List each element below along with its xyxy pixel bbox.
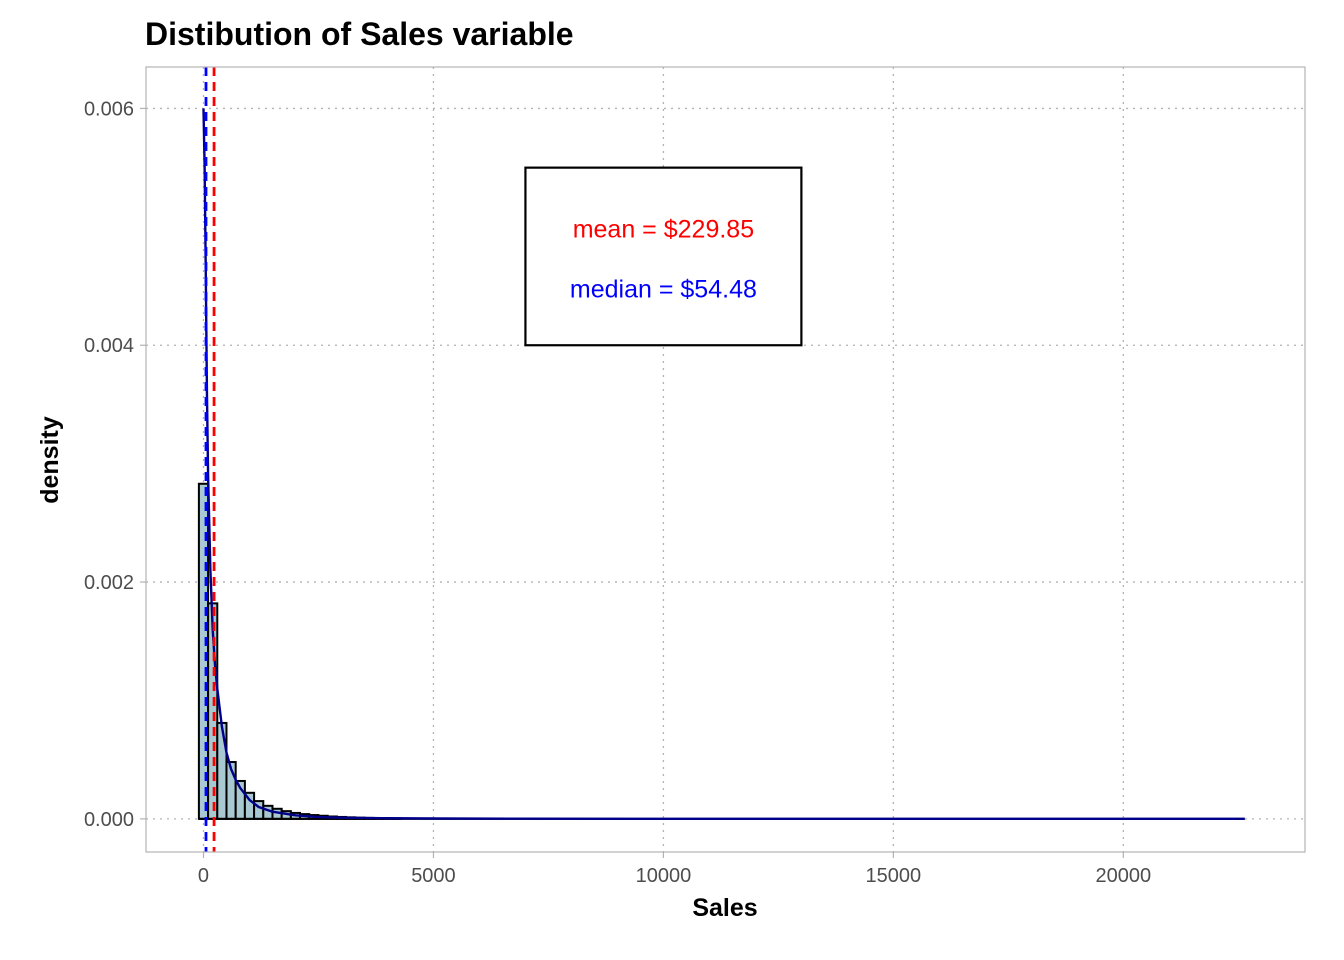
y-axis-title: density — [36, 416, 64, 504]
x-tick-label: 20000 — [1096, 865, 1152, 887]
histogram-bar — [216, 721, 228, 820]
x-axis-title: Sales — [692, 894, 757, 922]
chart-title: Distibution of Sales variable — [145, 16, 574, 52]
y-tick-label: 0.002 — [84, 572, 134, 594]
panel-border — [145, 66, 1306, 853]
x-axis-ticks: 0 5000 10000 15000 20000 — [198, 852, 1151, 887]
density-curve — [202, 108, 1245, 821]
histogram-bars — [197, 482, 1245, 820]
x-tick-label: 0 — [198, 865, 209, 887]
x-tick-label: 15000 — [866, 865, 922, 887]
y-tick-label: 0.004 — [84, 335, 134, 357]
mean-label: mean = $229.85 — [573, 216, 754, 244]
median-label: median = $54.48 — [570, 276, 757, 304]
y-tick-label: 0.000 — [84, 809, 134, 831]
y-axis-ticks: 0.000 0.002 0.004 0.006 — [84, 98, 146, 831]
x-tick-label: 10000 — [636, 865, 692, 887]
x-tick-label: 5000 — [411, 865, 456, 887]
grid-lines — [146, 67, 1305, 852]
y-tick-label: 0.006 — [84, 98, 134, 120]
annotation-box — [524, 166, 803, 347]
